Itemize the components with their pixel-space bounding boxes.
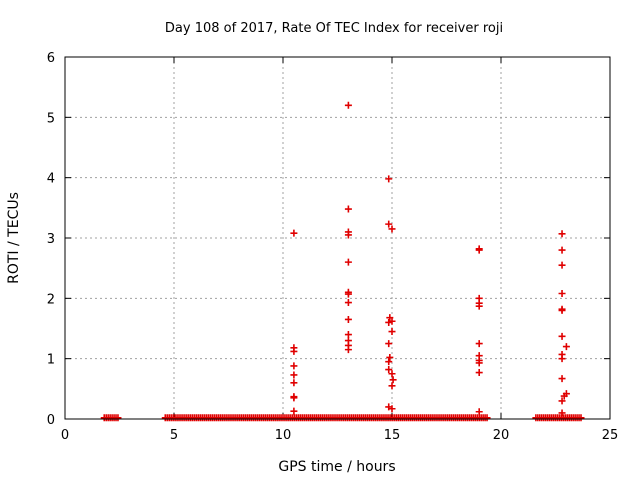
data-point bbox=[388, 317, 396, 325]
data-point bbox=[562, 343, 570, 351]
data-point bbox=[475, 408, 483, 416]
y-axis-label: ROTI / TECUs bbox=[6, 192, 22, 284]
data-point bbox=[560, 392, 568, 400]
x-tick-label: 10 bbox=[275, 428, 292, 443]
data-point bbox=[290, 371, 298, 379]
data-point bbox=[386, 314, 394, 322]
data-point bbox=[388, 328, 396, 336]
data-point bbox=[290, 394, 298, 402]
y-tick-label: 6 bbox=[47, 51, 55, 66]
data-point bbox=[290, 362, 298, 370]
x-tick-label: 5 bbox=[170, 428, 178, 443]
data-point bbox=[344, 205, 352, 213]
y-tick-label: 0 bbox=[47, 413, 55, 428]
data-point bbox=[385, 175, 393, 183]
data-point bbox=[388, 370, 396, 378]
data-point bbox=[290, 379, 298, 387]
y-tick-label: 4 bbox=[47, 172, 55, 187]
data-point bbox=[344, 231, 352, 239]
data-point bbox=[344, 315, 352, 323]
data-point bbox=[344, 299, 352, 307]
baseline-point bbox=[114, 414, 122, 422]
data-point bbox=[388, 382, 396, 390]
x-tick-label: 15 bbox=[384, 428, 401, 443]
x-tick-label: 0 bbox=[61, 428, 69, 443]
data-point bbox=[558, 246, 566, 254]
plot-frame bbox=[64, 56, 611, 420]
data-point bbox=[385, 358, 393, 366]
x-tick-labels: 0 5 10 15 20 25 bbox=[61, 428, 618, 443]
baseline-point bbox=[577, 414, 585, 422]
x-tick-label: 20 bbox=[493, 428, 510, 443]
data-point bbox=[344, 346, 352, 354]
data-point bbox=[385, 220, 393, 228]
data-point bbox=[558, 306, 566, 314]
data-point bbox=[475, 302, 483, 310]
data-point bbox=[388, 405, 396, 413]
chart-title: Day 108 of 2017, Rate Of TEC Index for r… bbox=[165, 21, 503, 36]
data-point bbox=[475, 246, 483, 254]
data-point bbox=[290, 347, 298, 355]
data-point bbox=[385, 366, 393, 374]
y-tick-label: 3 bbox=[47, 232, 55, 247]
y-tick-labels: 0 1 2 3 4 5 6 bbox=[47, 51, 55, 428]
x-axis-label: GPS time / hours bbox=[278, 459, 395, 475]
baseline-point bbox=[483, 414, 491, 422]
x-tick-label: 25 bbox=[602, 428, 619, 443]
data-point bbox=[475, 359, 483, 367]
grid-lines bbox=[65, 57, 610, 419]
data-point bbox=[344, 258, 352, 266]
data-point bbox=[290, 407, 298, 415]
data-point bbox=[558, 230, 566, 238]
data-point bbox=[290, 229, 298, 237]
data-point bbox=[344, 101, 352, 109]
y-tick-label: 5 bbox=[47, 111, 55, 126]
data-point bbox=[558, 375, 566, 383]
data-point bbox=[389, 376, 397, 384]
y-tick-label: 1 bbox=[47, 353, 55, 368]
data-point bbox=[558, 332, 566, 340]
data-point bbox=[385, 340, 393, 348]
data-point bbox=[386, 353, 394, 361]
data-point bbox=[475, 340, 483, 348]
data-point bbox=[344, 290, 352, 298]
data-point bbox=[344, 331, 352, 339]
data-point bbox=[475, 369, 483, 377]
data-point bbox=[558, 261, 566, 269]
data-point bbox=[558, 409, 566, 417]
data-points bbox=[100, 101, 585, 422]
y-tick-label: 2 bbox=[47, 292, 55, 307]
data-point bbox=[388, 225, 396, 233]
data-point bbox=[385, 318, 393, 326]
data-point bbox=[558, 397, 566, 405]
data-point bbox=[558, 355, 566, 363]
data-point bbox=[558, 290, 566, 298]
